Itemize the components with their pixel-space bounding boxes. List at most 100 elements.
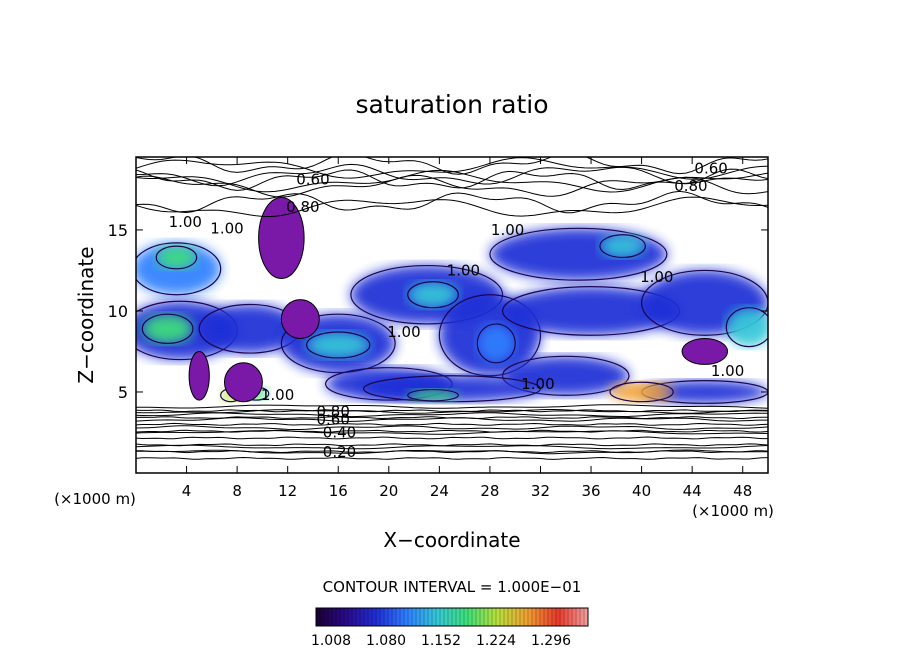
- saturation-region-edge: [362, 375, 542, 403]
- supersaturation-patch: [280, 299, 320, 339]
- contour-label: 0.80: [286, 198, 319, 216]
- x-axis-ticks: 4 8 12 16 20 24 28 32 36 40 44 48: [182, 157, 752, 500]
- saturation-region-edge: [350, 264, 504, 325]
- contour-label: 0.80: [674, 177, 707, 195]
- saturation-region-edge: [501, 355, 630, 396]
- saturation-region-edge: [407, 388, 459, 402]
- saturation-region-edge: [725, 307, 768, 348]
- saturation-region: [156, 246, 197, 269]
- colorbar-tick-label: 1.152: [421, 633, 461, 649]
- contour-label: 1.00: [711, 362, 744, 380]
- plot-frame: [135, 156, 769, 474]
- contour-label: 1.00: [261, 386, 294, 404]
- y-tick-label: 10: [108, 302, 128, 321]
- colorbar-tick-label: 1.296: [531, 633, 571, 649]
- z-unit-label: (×1000 m): [54, 490, 136, 508]
- contour-line: [136, 412, 768, 418]
- contour-line: [136, 409, 768, 413]
- x-tick-label: 12: [278, 482, 297, 500]
- chart-title: saturation ratio: [355, 90, 548, 119]
- saturation-region-edge: [306, 331, 371, 359]
- contour-line: [136, 416, 768, 420]
- contour-line: [136, 404, 768, 409]
- contour-line: [136, 157, 768, 175]
- contour-label: 0.60: [296, 171, 329, 189]
- saturation-region-edge: [407, 281, 459, 309]
- contour-label: 1.00: [210, 219, 243, 237]
- colorbar-ticks: 1.008 1.080 1.152 1.224 1.296: [311, 633, 571, 649]
- colorbar-stripes: [315, 608, 589, 626]
- plot-area: [136, 157, 768, 473]
- contour-label: 1.00: [169, 213, 202, 231]
- x-tick-label: 36: [581, 482, 600, 500]
- contour-interval-note: CONTOUR INTERVAL = 1.000E−01: [323, 578, 582, 596]
- supersaturation-patch: [188, 350, 210, 401]
- contour-line: [136, 450, 768, 454]
- contour-line: [136, 443, 768, 447]
- contour-label: 1.00: [491, 221, 524, 239]
- x-tick-label: 24: [430, 482, 449, 500]
- contour-label: 1.00: [447, 261, 480, 279]
- saturation-region: [641, 380, 768, 404]
- contour-line: [136, 444, 768, 450]
- saturation-region: [407, 281, 459, 308]
- contour-label: 1.00: [521, 375, 554, 393]
- saturation-region-edge: [599, 234, 646, 259]
- x-tick-label: 8: [232, 482, 242, 500]
- saturation-region-edge: [476, 323, 516, 364]
- colorbar-tick-label: 1.080: [366, 633, 406, 649]
- y-axis-ticks: 5 10 15: [108, 221, 768, 402]
- contour-line: [136, 425, 768, 430]
- contour-line: [136, 168, 768, 191]
- x-tick-label: 4: [182, 482, 192, 500]
- x-tick-label: 20: [379, 482, 398, 500]
- colorbar: [315, 607, 589, 627]
- saturation-region-edge: [136, 242, 222, 296]
- contour-label: 0.20: [323, 443, 356, 461]
- saturation-region: [610, 382, 674, 402]
- colorbar-tick-label: 1.008: [311, 633, 351, 649]
- saturation-region: [306, 332, 370, 358]
- contour-label: 1.00: [387, 323, 420, 341]
- x-tick-label: 28: [480, 482, 499, 500]
- saturation-region: [599, 234, 646, 258]
- saturation-region: [477, 323, 516, 363]
- saturation-region-edge: [609, 381, 674, 403]
- supersaturation-patch: [258, 197, 305, 280]
- contour-line: [136, 429, 768, 433]
- contour-label: 1.00: [640, 268, 673, 286]
- contour-line: [136, 190, 768, 214]
- saturation-region: [502, 286, 680, 336]
- y-axis-label: Z−coordinate: [74, 246, 98, 383]
- contour-label: 0.80: [316, 402, 349, 420]
- x-axis-label: X−coordinate: [383, 528, 520, 552]
- y-tick-label: 5: [118, 383, 128, 402]
- contour-line: [136, 196, 768, 218]
- saturation-region-edge: [155, 245, 198, 270]
- saturation-region-edge: [489, 227, 668, 281]
- saturation-region-edge: [438, 294, 542, 377]
- x-tick-label: 48: [733, 482, 752, 500]
- saturation-region: [142, 314, 193, 344]
- x-tick-label: 44: [683, 482, 702, 500]
- saturation-region-edge: [280, 313, 396, 374]
- saturation-region: [199, 304, 301, 354]
- saturation-fill-layer: [136, 197, 768, 404]
- contour-labels: 0.600.800.600.801.00 1.00 1.001.00 1.001.00…: [169, 159, 745, 461]
- contour-line: [136, 422, 768, 426]
- supersaturation-patch: [223, 362, 263, 403]
- contour-label: 0.60: [316, 411, 349, 429]
- saturation-region-edge: [141, 313, 194, 344]
- contour-label: 0.60: [694, 159, 727, 177]
- supersaturation-patch: [681, 337, 729, 365]
- saturation-region: [726, 307, 768, 347]
- saturation-region: [407, 389, 459, 401]
- contour-line: [136, 409, 768, 414]
- contour-line-layer: [136, 157, 768, 460]
- contour-line: [136, 163, 768, 187]
- colorbar-tick-label: 1.224: [476, 633, 516, 649]
- x-tick-label: 16: [329, 482, 348, 500]
- contour-line: [136, 169, 768, 193]
- x-tick-label: 40: [632, 482, 651, 500]
